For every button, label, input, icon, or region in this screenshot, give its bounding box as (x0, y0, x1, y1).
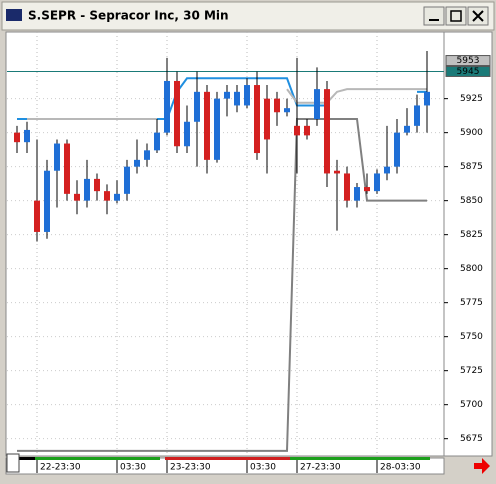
candle-body (34, 200, 40, 232)
y-tick-label: 5750 (460, 332, 483, 342)
candle-body (114, 193, 120, 201)
price-label: 5953 (457, 56, 480, 66)
candle-body (54, 143, 60, 171)
candle-body (414, 105, 420, 126)
y-axis-area (443, 31, 493, 457)
candle-body (154, 132, 160, 151)
candle-body (384, 166, 390, 174)
candle-body (304, 125, 310, 136)
title-bar (1, 1, 495, 31)
x-tick-label: 27-23:30 (300, 463, 341, 473)
candle-body (164, 80, 170, 133)
session-bar (165, 457, 290, 460)
window-title: S.SEPR - Sepracor Inc, 30 Min (28, 9, 229, 23)
candle-body (364, 187, 370, 192)
plot-area (5, 31, 445, 457)
candle-body (264, 98, 270, 140)
candle-body (224, 91, 230, 99)
candle-body (374, 173, 380, 192)
price-label: 5945 (457, 67, 480, 77)
candle-body (44, 170, 50, 232)
icon (450, 10, 462, 22)
candle-body (204, 91, 210, 160)
indicator-line (17, 118, 427, 452)
y-tick-label: 5850 (460, 196, 483, 206)
y-tick-label: 5800 (460, 264, 483, 274)
x-tick-label: 28-03:30 (380, 463, 421, 473)
candle-body (294, 125, 300, 136)
candle-body (174, 80, 180, 147)
candle-body (314, 89, 320, 120)
candle-body (344, 173, 350, 201)
candle-body (284, 108, 290, 113)
candle-body (74, 193, 80, 201)
y-tick-label: 5700 (460, 400, 483, 410)
candle-body (14, 132, 20, 143)
y-tick-label: 5825 (460, 230, 483, 240)
candle-body (424, 91, 430, 106)
x-tick-label: 03:30 (250, 463, 276, 473)
candle-body (124, 166, 130, 194)
candle-body (354, 187, 360, 201)
y-tick-label: 5875 (460, 162, 483, 172)
minimize[interactable] (423, 6, 445, 26)
x-tick-label: 03:30 (120, 463, 146, 473)
candle-body (194, 91, 200, 122)
candle-body (94, 178, 100, 192)
candle-body (404, 125, 410, 133)
candle-body (214, 98, 220, 160)
icon (472, 10, 484, 22)
y-tick-label: 5775 (460, 298, 483, 308)
price-box (445, 55, 491, 67)
candle-body (144, 150, 150, 160)
y-tick-label: 5725 (460, 366, 483, 376)
candle-body (184, 121, 190, 147)
price-box (445, 65, 491, 77)
session-bar (290, 457, 430, 460)
x-tick-label: 23-23:30 (170, 463, 211, 473)
scroll-box[interactable] (6, 453, 20, 473)
app-icon (6, 9, 22, 21)
session-bar (15, 457, 35, 460)
x-tick-label: 22-23:30 (40, 463, 81, 473)
y-tick-label: 5675 (460, 434, 483, 444)
candle-body (334, 170, 340, 174)
candle-body (104, 191, 110, 201)
candle-body (274, 98, 280, 113)
candle-body (64, 143, 70, 194)
candle-body (234, 91, 240, 106)
candle-body (24, 129, 30, 143)
session-bar (35, 457, 160, 460)
y-tick-label: 5900 (460, 128, 483, 138)
maximize[interactable] (445, 6, 467, 26)
candle-body (324, 89, 330, 174)
candle-body (84, 178, 90, 201)
indicator-line (27, 88, 427, 121)
candle-body (254, 85, 260, 154)
candle-body (134, 159, 140, 167)
y-tick-label: 5925 (460, 94, 483, 104)
candle-body (244, 85, 250, 106)
candle-body (394, 132, 400, 167)
scroll-arrow[interactable] (474, 458, 490, 474)
